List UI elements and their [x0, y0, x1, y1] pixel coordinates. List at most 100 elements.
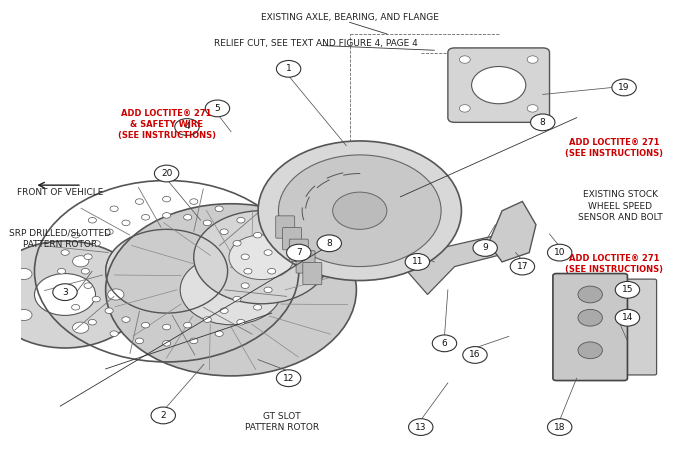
Circle shape — [61, 250, 69, 256]
Text: 1: 1 — [286, 64, 291, 73]
Text: 11: 11 — [412, 257, 423, 266]
Circle shape — [615, 309, 640, 326]
Circle shape — [57, 269, 66, 274]
Circle shape — [106, 229, 228, 313]
Circle shape — [105, 308, 113, 314]
Circle shape — [61, 287, 69, 292]
Circle shape — [279, 155, 441, 267]
Circle shape — [183, 214, 192, 220]
Circle shape — [547, 419, 572, 435]
Circle shape — [183, 322, 192, 328]
Text: EXISTING STOCK
WHEEL SPEED
SENSOR AND BOLT: EXISTING STOCK WHEEL SPEED SENSOR AND BO… — [578, 190, 663, 222]
Text: 6: 6 — [442, 339, 447, 348]
Text: 7: 7 — [296, 248, 302, 257]
Circle shape — [241, 254, 249, 260]
Circle shape — [578, 309, 603, 326]
Circle shape — [73, 322, 89, 333]
FancyBboxPatch shape — [553, 273, 627, 380]
Circle shape — [84, 283, 92, 288]
FancyBboxPatch shape — [283, 227, 302, 250]
Circle shape — [205, 100, 230, 117]
Circle shape — [264, 287, 272, 292]
Text: ADD LOCTITE® 271
(SEE INSTRUCTIONS): ADD LOCTITE® 271 (SEE INSTRUCTIONS) — [565, 138, 663, 158]
FancyBboxPatch shape — [303, 263, 322, 285]
Circle shape — [105, 229, 113, 234]
Circle shape — [15, 309, 32, 321]
Text: 19: 19 — [618, 83, 630, 92]
Circle shape — [88, 218, 97, 223]
Circle shape — [473, 240, 497, 256]
Circle shape — [527, 56, 538, 63]
Circle shape — [215, 206, 223, 212]
Circle shape — [276, 370, 301, 387]
Text: ADD LOCTITE® 271
(SEE INSTRUCTIONS): ADD LOCTITE® 271 (SEE INSTRUCTIONS) — [565, 254, 663, 274]
Circle shape — [73, 256, 89, 267]
Circle shape — [81, 269, 90, 274]
Circle shape — [220, 308, 228, 314]
Circle shape — [88, 320, 97, 325]
Circle shape — [34, 273, 95, 315]
Circle shape — [141, 322, 150, 328]
Circle shape — [237, 320, 245, 325]
Circle shape — [71, 305, 80, 310]
Circle shape — [0, 241, 143, 348]
Circle shape — [547, 244, 572, 261]
Circle shape — [253, 233, 262, 238]
Circle shape — [215, 331, 223, 336]
Circle shape — [244, 269, 252, 274]
Circle shape — [84, 254, 92, 260]
Circle shape — [110, 206, 118, 212]
Circle shape — [180, 255, 282, 325]
Circle shape — [531, 114, 555, 131]
Circle shape — [162, 212, 171, 218]
Circle shape — [332, 192, 387, 229]
Circle shape — [194, 211, 329, 304]
Circle shape — [459, 105, 470, 112]
Circle shape — [135, 338, 143, 344]
Circle shape — [615, 281, 640, 298]
Circle shape — [203, 317, 211, 322]
Circle shape — [459, 56, 470, 63]
Text: 8: 8 — [326, 239, 332, 248]
Text: 5: 5 — [215, 104, 220, 113]
FancyBboxPatch shape — [448, 48, 550, 122]
Circle shape — [162, 196, 171, 202]
Circle shape — [92, 296, 100, 302]
Circle shape — [106, 204, 356, 376]
Circle shape — [433, 335, 456, 351]
Circle shape — [253, 305, 262, 310]
Circle shape — [220, 229, 228, 234]
Circle shape — [237, 218, 245, 223]
Text: 13: 13 — [415, 423, 426, 431]
Text: SRP DRILLED/SLOTTED
PATTERN ROTOR: SRP DRILLED/SLOTTED PATTERN ROTOR — [9, 228, 111, 249]
Text: 4: 4 — [184, 123, 190, 132]
Text: 17: 17 — [517, 262, 528, 271]
Circle shape — [141, 214, 150, 220]
FancyBboxPatch shape — [276, 216, 295, 238]
Text: 15: 15 — [622, 285, 634, 294]
Circle shape — [463, 347, 487, 363]
Text: 10: 10 — [554, 248, 566, 257]
Circle shape — [175, 118, 199, 135]
FancyBboxPatch shape — [289, 239, 308, 262]
Circle shape — [162, 341, 171, 346]
Circle shape — [233, 241, 241, 246]
Text: 14: 14 — [622, 313, 633, 322]
Text: 18: 18 — [554, 423, 566, 431]
Circle shape — [122, 317, 130, 322]
Circle shape — [151, 407, 176, 424]
Circle shape — [122, 220, 130, 226]
Text: 20: 20 — [161, 169, 172, 178]
Circle shape — [108, 289, 124, 300]
Circle shape — [510, 258, 535, 275]
Circle shape — [276, 60, 301, 77]
Circle shape — [52, 284, 77, 300]
Text: EXISTING AXLE, BEARING, AND FLANGE: EXISTING AXLE, BEARING, AND FLANGE — [260, 13, 438, 22]
Circle shape — [203, 220, 211, 226]
Text: FRONT OF VEHICLE: FRONT OF VEHICLE — [17, 188, 104, 197]
Circle shape — [71, 233, 80, 238]
Circle shape — [405, 254, 430, 271]
Circle shape — [409, 419, 433, 435]
Circle shape — [162, 324, 171, 330]
Circle shape — [135, 199, 143, 205]
